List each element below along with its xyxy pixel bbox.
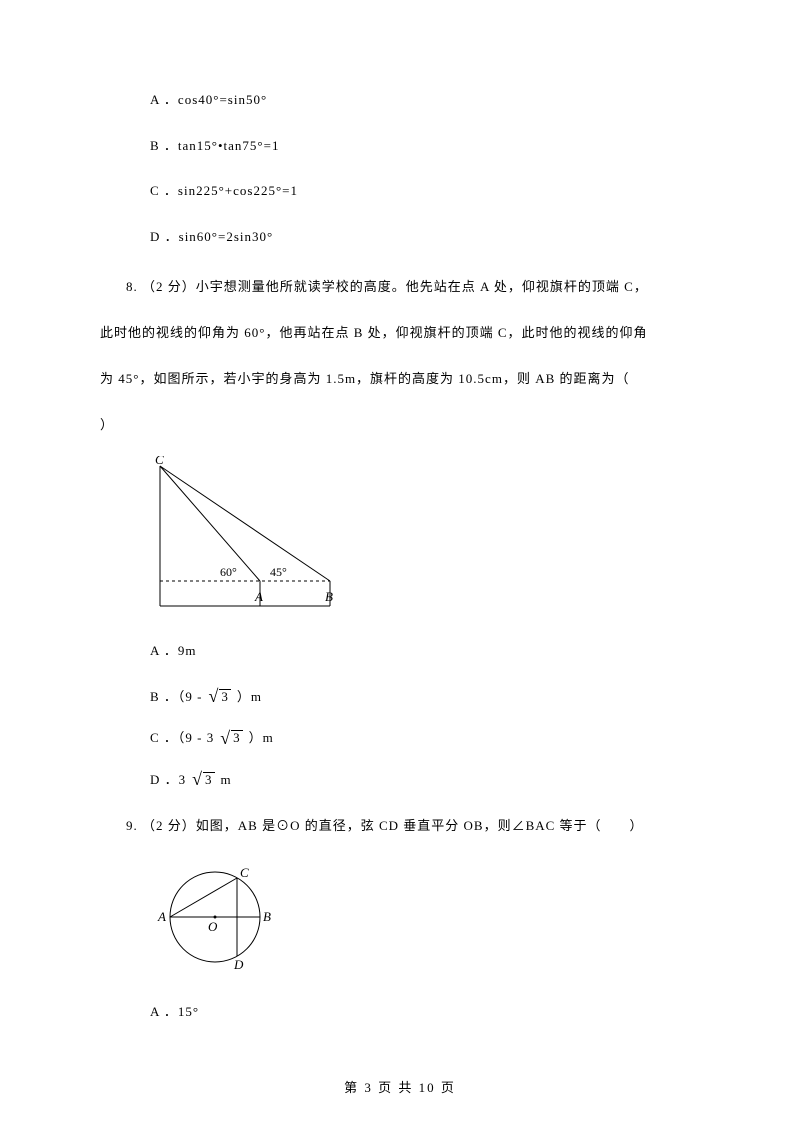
q8-stem-l4: ） bbox=[100, 410, 700, 440]
q8-number: 8. bbox=[126, 279, 138, 294]
q7-option-b: B ．tan15°•tan75°=1 bbox=[150, 136, 700, 156]
sqrt-icon: √3 bbox=[209, 687, 231, 705]
q8-optc-pre: C ．（9 - 3 bbox=[150, 728, 214, 748]
q7-option-c: C ．sin225°+cos225°=1 bbox=[150, 181, 700, 201]
q8-option-c: C ．（9 - 3 √3 ）m bbox=[150, 728, 700, 748]
q8-stem: 8. （2 分）小宇想测量他所就读学校的高度。他先站在点 A 处，仰视旗杆的顶端… bbox=[100, 272, 700, 302]
q8-optb-suf: ）m bbox=[237, 687, 262, 707]
q9-label-o: O bbox=[208, 919, 218, 934]
q8-option-a: A ．9m bbox=[150, 641, 700, 661]
q8-stem-l3: 为 45°，如图所示，若小宇的身高为 1.5m，旗杆的高度为 10.5cm，则 … bbox=[100, 364, 700, 394]
q8-option-d: D ．3 √3 m bbox=[150, 770, 700, 790]
page-footer: 第 3 页 共 10 页 bbox=[0, 1077, 800, 1096]
q8-optd-pre: D ．3 bbox=[150, 770, 186, 790]
q8-optb-pre: B ．（9 - bbox=[150, 687, 203, 707]
q8-label-60: 60° bbox=[220, 565, 237, 579]
q8-text-1: 小宇想测量他所就读学校的高度。他先站在点 A 处，仰视旗杆的顶端 C， bbox=[196, 279, 648, 294]
q9-number: 9. bbox=[126, 818, 138, 833]
q8-stem-l2: 此时他的视线的仰角为 60°，他再站在点 B 处，仰视旗杆的顶端 C，此时他的视… bbox=[100, 318, 700, 348]
q8-points: （2 分） bbox=[142, 279, 196, 294]
q8-label-45: 45° bbox=[270, 565, 287, 579]
q9-label-a: A bbox=[157, 909, 166, 924]
q9-option-a: A ．15° bbox=[150, 1002, 700, 1022]
q8-diagram: C 60° 45° A B bbox=[150, 456, 700, 622]
q8-option-b: B ．（9 - √3 ）m bbox=[150, 687, 700, 707]
sqrt-icon: √3 bbox=[220, 729, 242, 747]
q9-label-d: D bbox=[233, 957, 244, 972]
q8-label-c: C bbox=[155, 456, 164, 467]
q9-text: 如图，AB 是⊙O 的直径，弦 CD 垂直平分 OB，则∠BAC 等于（ ） bbox=[196, 818, 644, 833]
sqrt-icon: √3 bbox=[192, 770, 214, 788]
q8-optc-suf: ）m bbox=[249, 728, 274, 748]
q9-label-c: C bbox=[240, 865, 249, 880]
q8-label-b: B bbox=[325, 589, 333, 604]
q9-label-b: B bbox=[263, 909, 271, 924]
page-content: A ．cos40°=sin50° B ．tan15°•tan75°=1 C ．s… bbox=[0, 0, 800, 1022]
q9-diagram: A B C D O bbox=[150, 857, 700, 983]
q7-option-d: D ．sin60°=2sin30° bbox=[150, 227, 700, 247]
q9-stem: 9. （2 分）如图，AB 是⊙O 的直径，弦 CD 垂直平分 OB，则∠BAC… bbox=[100, 811, 700, 841]
q9-points: （2 分） bbox=[142, 818, 196, 833]
q8-label-a: A bbox=[254, 589, 263, 604]
q8-optd-suf: m bbox=[221, 770, 232, 790]
q7-option-a: A ．cos40°=sin50° bbox=[150, 90, 700, 110]
